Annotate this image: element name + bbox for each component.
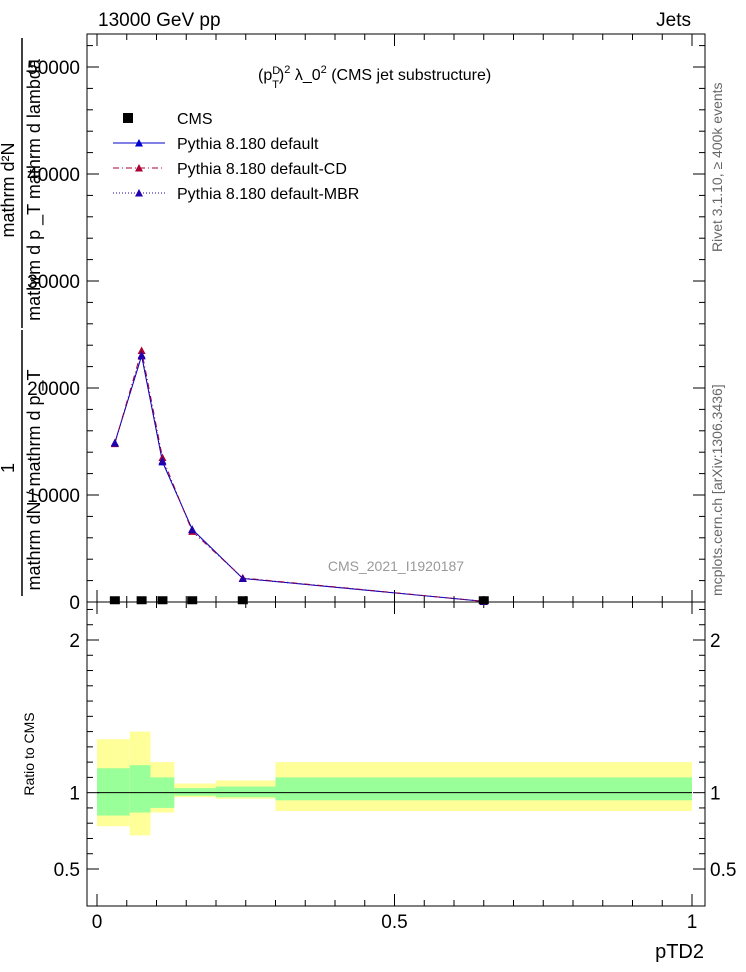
y-label-denominator-2: mathrm d p _T mathrm d lambda — [24, 58, 45, 321]
main-ticks: 0 10000 20000 30000 40000 50000 0 0.5 1 — [27, 34, 705, 933]
legend-label: Pythia 8.180 default-MBR — [177, 186, 359, 203]
mc-point-marker — [238, 574, 247, 582]
y-tick-label: 0 — [69, 593, 80, 614]
y-tick-label: 10000 — [27, 486, 80, 507]
ratio-y-tick-label: 2 — [69, 631, 80, 652]
rivet-label: Rivet 3.1.10, ≥ 400k events — [709, 82, 725, 252]
ratio-band-inner — [216, 786, 276, 798]
mc-point-marker — [188, 525, 197, 534]
ratio-plot-frame — [86, 601, 706, 907]
header-right: Jets — [656, 10, 691, 31]
legend-marker-triangle — [135, 189, 143, 197]
y-tick-label: 40000 — [27, 165, 80, 186]
legend-label: Pythia 8.180 default-CD — [177, 161, 347, 178]
header-left: 13000 GeV pp — [98, 10, 221, 31]
mc-point-marker — [137, 346, 146, 355]
ratio-y-tick-label: 0.5 — [54, 860, 80, 881]
legend-label: CMS — [177, 111, 213, 128]
y-tick-label: 20000 — [27, 379, 80, 400]
ratio-y-tick-label-right: 1 — [710, 784, 721, 805]
mcplots-label: mcplots.cern.ch [arXiv:1306.3436] — [709, 384, 725, 596]
legend-marker-triangle — [135, 139, 143, 147]
ratio-y-label: Ratio to CMS — [21, 712, 37, 795]
x-axis-label: pTD2 — [655, 941, 704, 963]
cms-data-point — [187, 596, 198, 605]
mc-point-marker — [158, 456, 167, 465]
legend-marker-triangle — [135, 164, 143, 172]
cms-data-point — [157, 596, 168, 605]
x-tick-label: 0 — [92, 912, 103, 933]
y-label-numerator: 1 — [0, 463, 18, 473]
mc-series-line — [114, 350, 484, 602]
analysis-watermark: CMS_2021_I1920187 — [328, 558, 464, 574]
ratio-y-tick-label: 1 — [69, 784, 80, 805]
ratio-band-inner — [275, 777, 692, 801]
y-tick-label: 50000 — [27, 58, 80, 79]
legend: CMS Pythia 8.180 default Pythia 8.180 defa… — [113, 111, 359, 203]
y-tick-label: 30000 — [27, 272, 80, 293]
ratio-ticks: 0.5 0.5 1 1 2 2 — [54, 608, 736, 881]
mc-point-marker — [137, 350, 146, 359]
ratio-y-tick-label-right: 0.5 — [710, 860, 736, 881]
plot-title: (pD T)2 λ_02 (CMS jet substructure) — [258, 64, 491, 91]
y-label-numerator-2: mathrm d²N — [0, 142, 18, 237]
y-label-denominator: mathrm dN / mathrm d p _T — [24, 369, 45, 590]
y-axis-label: 1 mathrm dN / mathrm d p _T mathrm d²N m… — [0, 38, 45, 596]
ratio-y-tick-label-right: 2 — [710, 631, 721, 652]
ratio-band-inner — [129, 765, 151, 813]
mc-point-marker — [110, 439, 119, 447]
ratio-band-inner — [174, 788, 216, 796]
ratio-bands — [97, 731, 692, 836]
ratio-band-inner — [97, 768, 130, 816]
cms-data-point — [109, 596, 120, 605]
legend-marker-cms — [123, 113, 133, 123]
x-tick-label: 1 — [687, 912, 698, 933]
x-tick-label: 0.5 — [381, 912, 407, 933]
cms-data-point — [478, 596, 489, 605]
mc-series-line — [114, 354, 484, 602]
cms-points — [109, 596, 489, 605]
legend-label: Pythia 8.180 default — [177, 136, 319, 153]
cms-data-point — [136, 596, 147, 605]
cms-data-point — [237, 596, 248, 605]
